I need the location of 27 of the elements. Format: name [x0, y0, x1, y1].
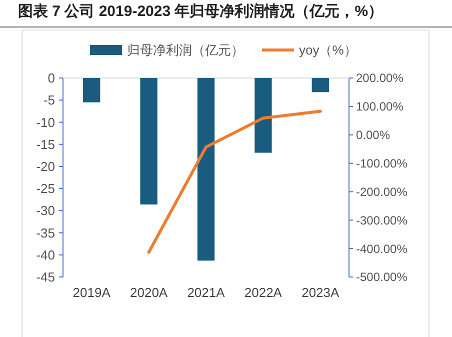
y2-tick-label: 0.00% — [356, 128, 390, 142]
y-tick-label: -30 — [36, 203, 55, 218]
y2-tick-label: -300.00% — [356, 213, 408, 228]
y-tick-label: -20 — [36, 158, 55, 174]
y2-tick-label: -100.00% — [356, 156, 408, 170]
line-series — [147, 110, 322, 254]
y2-tick-label: -500.00% — [356, 270, 408, 284]
x-tick-label: 2023A — [302, 285, 340, 300]
y-tick-label: -5 — [43, 92, 55, 108]
y-tick-label: -10 — [36, 114, 55, 130]
y2-tick-label: -400.00% — [356, 242, 408, 256]
y-tick-label: -25 — [36, 181, 55, 196]
y-tick-label: 0 — [48, 70, 55, 86]
y2-tick-label: 200.00% — [356, 71, 404, 86]
x-tick-label: 2021A — [187, 285, 226, 300]
y-tick-label: -15 — [36, 136, 55, 152]
y2-tick-label: -200.00% — [356, 184, 408, 199]
chart-title: 图表 7 公司 2019-2023 年归母净利润情况（亿元，%） — [18, 2, 384, 20]
x-tick-label: 2022A — [244, 285, 282, 300]
y2-tick-label: 100.00% — [356, 100, 404, 114]
x-tick-label: 2020A — [130, 285, 168, 300]
y-tick-label: -40 — [36, 247, 55, 262]
y-tick-label: -45 — [36, 270, 55, 285]
legend-label: yoy（%） — [299, 42, 357, 58]
x-tick-label: 2019A — [72, 285, 111, 300]
y-tick-label: -35 — [36, 225, 55, 240]
legend-label: 归母净利润（亿元） — [127, 42, 244, 58]
